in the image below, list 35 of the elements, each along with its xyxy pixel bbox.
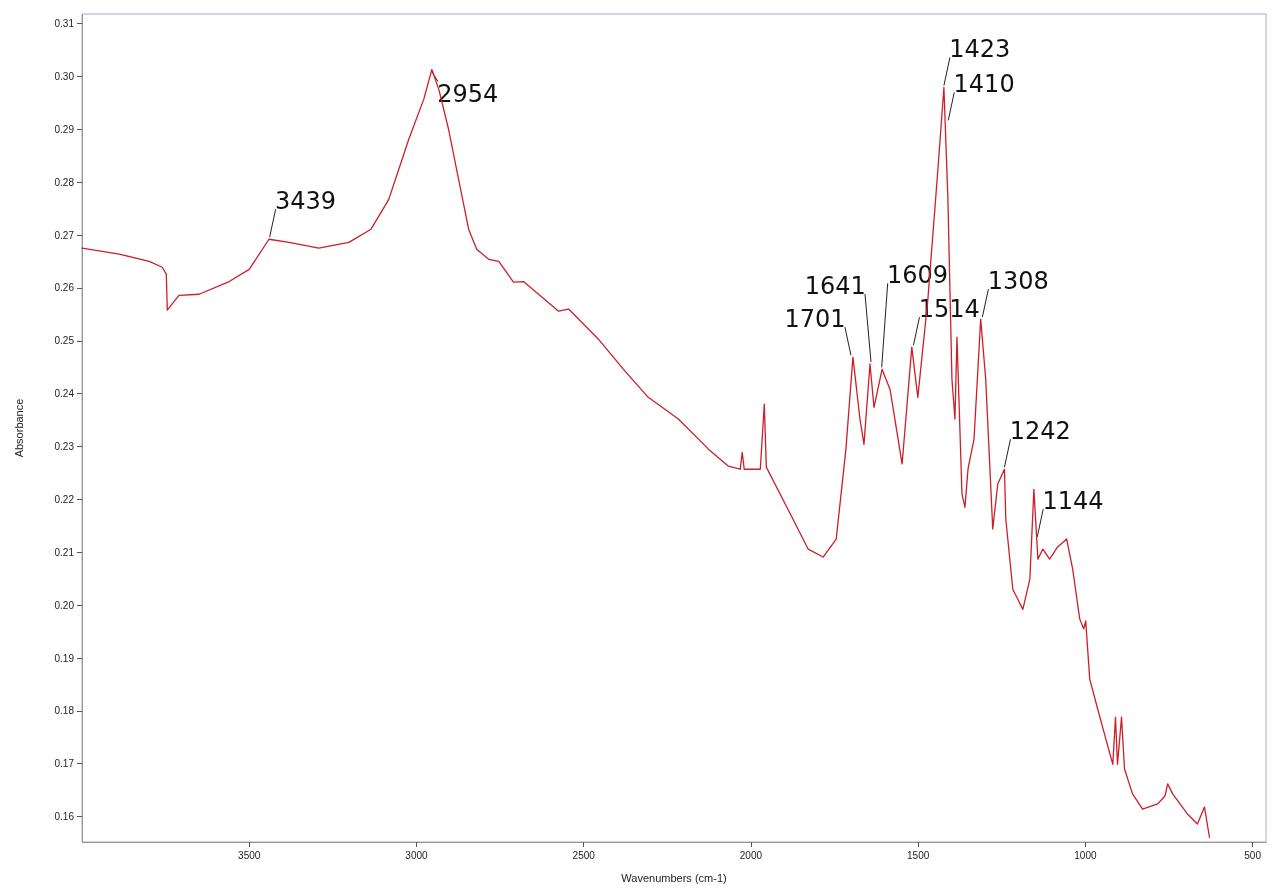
annotation: 1423 — [949, 35, 1011, 64]
y-axis-title: Absorbance — [12, 398, 25, 458]
x-tick-label: 2000 — [739, 849, 763, 861]
y-tick-label: 0.25 — [54, 335, 75, 347]
annotation: 2954 — [437, 79, 499, 108]
y-tick-label: 0.19 — [54, 652, 75, 664]
line-series — [81, 68, 1211, 838]
annotation: 1308 — [987, 267, 1049, 296]
y-tick-label: 0.16 — [54, 811, 75, 823]
y-tick-label: 0.24 — [54, 388, 75, 400]
y-tick-label: 0.20 — [54, 599, 75, 611]
x-tick-label: 1000 — [1074, 849, 1097, 861]
annotation: 1410 — [953, 70, 1015, 99]
annotation: 1242 — [1009, 417, 1071, 446]
y-tick-label: 0.28 — [54, 176, 75, 188]
annotation: 1701 — [784, 305, 846, 334]
x-tick-label: 3500 — [238, 849, 261, 861]
y-tick-label: 0.27 — [54, 229, 75, 241]
x-tick-label: 2500 — [572, 849, 596, 861]
y-tick-label: 0.18 — [54, 705, 75, 717]
y-tick-label: 0.22 — [54, 493, 75, 505]
y-tick-label: 0.26 — [54, 282, 75, 294]
y-tick-label: 0.17 — [54, 758, 75, 770]
x-tick-label: 3000 — [405, 849, 429, 861]
y-tick-label: 0.29 — [54, 123, 75, 135]
x-tick-label: 1500 — [907, 849, 930, 861]
annotation: 3439 — [274, 187, 337, 216]
y-tick-label: 0.31 — [54, 18, 75, 30]
y-tick-label: 0.23 — [54, 441, 75, 453]
x-tick-label: 500 — [1244, 849, 1262, 861]
annotation: 1641 — [804, 272, 866, 301]
annotation: 1144 — [1042, 487, 1104, 516]
x-axis-title: Wavenumbers (cm-1) — [621, 871, 727, 884]
y-tick-label: 0.21 — [54, 546, 75, 558]
y-tick-label: 0.30 — [54, 70, 75, 82]
